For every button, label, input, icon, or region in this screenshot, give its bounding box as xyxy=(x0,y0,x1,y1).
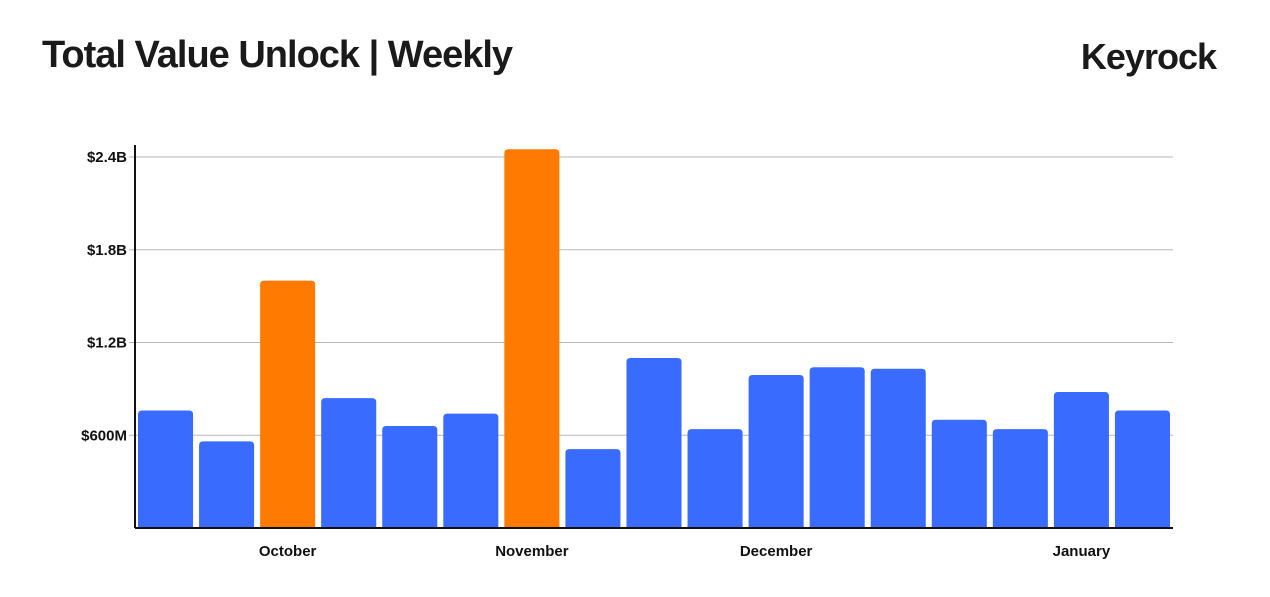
bar xyxy=(260,280,316,528)
bar xyxy=(443,413,499,528)
bar xyxy=(992,429,1048,528)
x-tick-label: January xyxy=(1053,543,1111,560)
bar xyxy=(382,425,438,528)
y-tick-label: $1.2B xyxy=(87,335,127,352)
bar xyxy=(565,449,621,528)
bar xyxy=(687,429,743,528)
x-tick-label: November xyxy=(495,543,569,560)
y-tick-label: $600M xyxy=(81,427,127,444)
bar xyxy=(931,419,987,528)
bar xyxy=(199,441,255,528)
bar xyxy=(1114,410,1170,528)
x-tick-label: October xyxy=(259,543,317,560)
bar xyxy=(626,357,682,528)
bar xyxy=(1053,391,1109,528)
bar xyxy=(748,374,804,528)
bar xyxy=(870,368,926,528)
y-tick-label: $2.4B xyxy=(87,149,127,166)
bar xyxy=(809,367,865,528)
page-title: Total Value Unlock | Weekly xyxy=(42,34,513,76)
x-tick-label: December xyxy=(740,543,813,560)
bar xyxy=(138,410,194,528)
bar xyxy=(321,398,377,528)
brand-logo: Keyrock xyxy=(1080,36,1217,77)
bar xyxy=(504,149,560,529)
y-tick-label: $1.8B xyxy=(87,242,127,259)
